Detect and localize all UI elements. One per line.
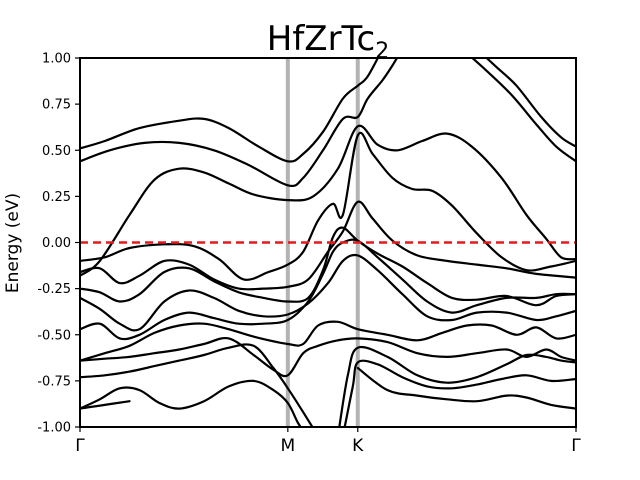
x-tick-label: M <box>280 436 295 456</box>
band-line <box>80 238 576 341</box>
y-tick-label: -1.00 <box>37 421 71 436</box>
y-tick-label: 0.00 <box>42 236 71 251</box>
plot-area: -1.00 -0.75 -0.50 -0.25 0.00 0.25 0.50 0.75 1.00… <box>37 52 581 457</box>
y-tick-label: 0.25 <box>42 190 71 205</box>
band-line <box>485 58 576 148</box>
band-line <box>80 200 576 291</box>
band-line <box>80 131 576 281</box>
band-line <box>80 400 131 410</box>
band-line <box>80 336 576 378</box>
band-line <box>80 226 576 307</box>
band-line <box>80 343 314 427</box>
x-tick-label: K <box>352 436 364 456</box>
y-axis-label: Energy (eV) <box>3 193 23 293</box>
x-tick-label: Γ <box>571 436 581 456</box>
y-tick-label: -0.75 <box>37 374 71 389</box>
band-line <box>80 253 576 332</box>
chart-title-main: HfZrTc <box>267 19 376 59</box>
band-line <box>356 366 576 410</box>
band-line <box>470 58 576 163</box>
bands-group <box>80 58 576 427</box>
band-line <box>80 58 380 163</box>
y-tick-label: 0.50 <box>42 144 71 159</box>
y-tick-label: -0.50 <box>37 328 71 343</box>
band-line <box>80 124 576 277</box>
band-line <box>343 359 576 427</box>
y-tick-label: 1.00 <box>42 52 71 67</box>
y-tick-label: -0.25 <box>37 282 71 297</box>
x-tick-label: Γ <box>75 436 85 456</box>
band-line <box>80 58 399 188</box>
band-line <box>80 379 303 427</box>
y-tick-label: 0.75 <box>42 98 71 113</box>
band-line <box>80 320 576 362</box>
band-line <box>338 345 576 427</box>
